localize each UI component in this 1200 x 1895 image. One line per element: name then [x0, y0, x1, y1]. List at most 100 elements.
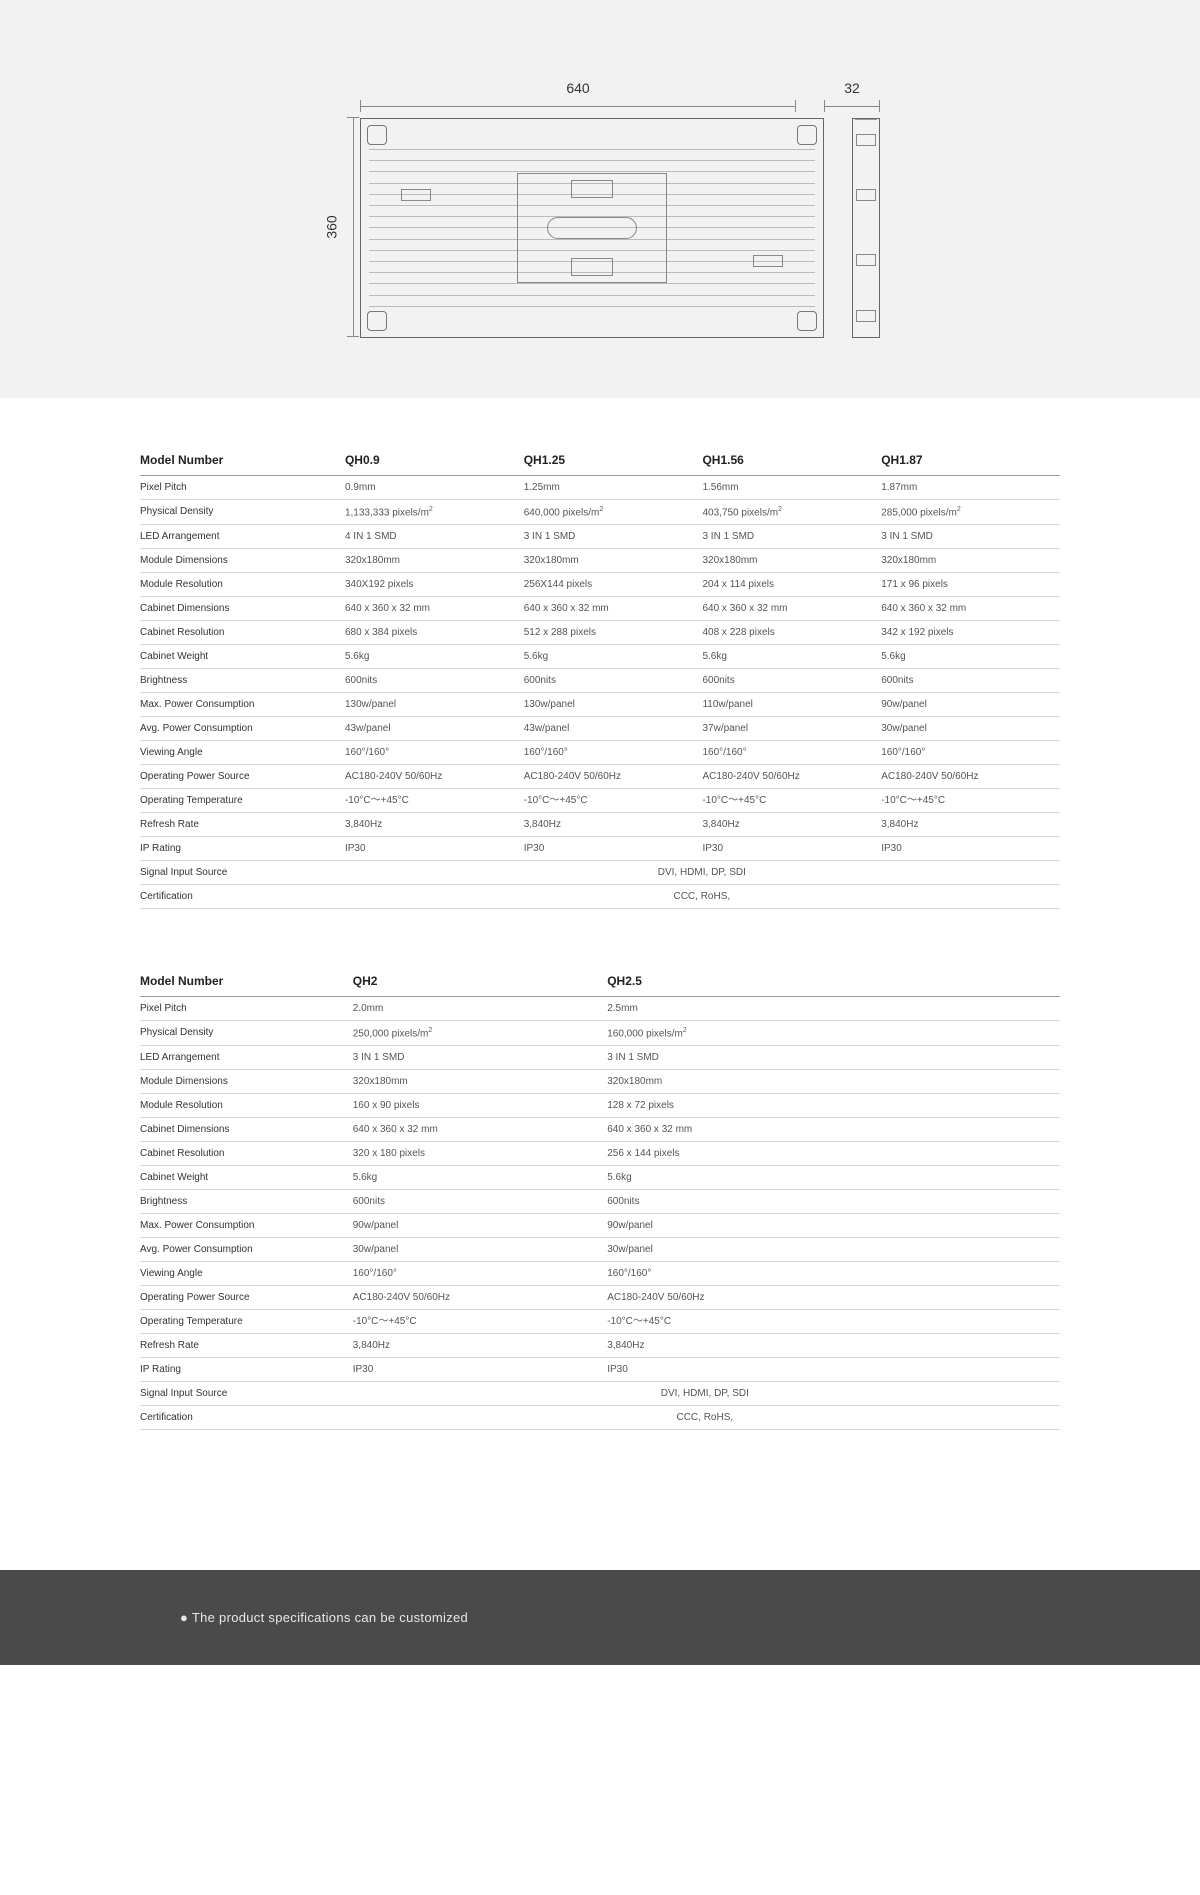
spec-value: AC180-240V 50/60Hz [607, 1286, 1060, 1310]
spec-value: 640 x 360 x 32 mm [345, 597, 524, 621]
spec-label: Pixel Pitch [140, 997, 353, 1021]
spec-label: Refresh Rate [140, 813, 345, 837]
spec-value: 2.0mm [353, 997, 607, 1021]
spec-value: 5.6kg [353, 1166, 607, 1190]
spec-table-primary: Model NumberQH0.9QH1.25QH1.56QH1.87Pixel… [140, 448, 1060, 909]
spec-value: 640 x 360 x 32 mm [524, 597, 703, 621]
spec-value: 0.9mm [345, 476, 524, 500]
spec-value: -10°C～+45°C [524, 789, 703, 813]
spec-value: 3,840Hz [881, 813, 1060, 837]
spec-label: LED Arrangement [140, 1046, 353, 1070]
spec-value: 600nits [353, 1190, 607, 1214]
spec-value: 3 IN 1 SMD [607, 1046, 1060, 1070]
spec-value: 5.6kg [607, 1166, 1060, 1190]
spec-value: 3 IN 1 SMD [881, 525, 1060, 549]
spec-value: 250,000 pixels/m2 [353, 1021, 607, 1046]
specifications-section: Model NumberQH0.9QH1.25QH1.56QH1.87Pixel… [0, 398, 1200, 1570]
footer-text: ● The product specifications can be cust… [180, 1610, 468, 1625]
spec-value: IP30 [881, 837, 1060, 861]
spec-value: 256X144 pixels [524, 573, 703, 597]
spec-label: Operating Power Source [140, 1286, 353, 1310]
technical-drawing-section: 640 32 360 [0, 0, 1200, 398]
spec-value: 320x180mm [345, 549, 524, 573]
spec-value-merged: DVI, HDMI, DP, SDI [354, 1382, 1060, 1406]
spec-value: 640 x 360 x 32 mm [702, 597, 881, 621]
side-slot-icon [856, 254, 876, 266]
footer-note: ● The product specifications can be cust… [0, 1570, 1200, 1665]
model-header: QH0.9 [345, 448, 524, 476]
spec-value: 130w/panel [345, 693, 524, 717]
spec-value: AC180-240V 50/60Hz [881, 765, 1060, 789]
spec-label: Cabinet Dimensions [140, 1118, 353, 1142]
side-slot-icon [856, 134, 876, 146]
spec-value: 342 x 192 pixels [881, 621, 1060, 645]
spec-value: 640 x 360 x 32 mm [353, 1118, 607, 1142]
connector-icon [401, 189, 431, 201]
header-model-number: Model Number [140, 969, 353, 997]
model-header: QH1.87 [881, 448, 1060, 476]
spec-value: 5.6kg [524, 645, 703, 669]
spec-value: IP30 [345, 837, 524, 861]
spec-value: 160 x 90 pixels [353, 1094, 607, 1118]
spec-value: 1.87mm [881, 476, 1060, 500]
side-slot-icon [856, 310, 876, 322]
spec-value: 43w/panel [524, 717, 703, 741]
spec-value: -10°C～+45°C [607, 1310, 1060, 1334]
spec-label: Max. Power Consumption [140, 1214, 353, 1238]
spec-label: Physical Density [140, 1021, 353, 1046]
spec-label: Avg. Power Consumption [140, 1238, 353, 1262]
spec-value: 600nits [607, 1190, 1060, 1214]
spec-value: 3,840Hz [353, 1334, 607, 1358]
spec-label: Brightness [140, 669, 345, 693]
spec-value: 600nits [524, 669, 703, 693]
mounting-corner-icon [797, 311, 817, 331]
spec-value: 171 x 96 pixels [881, 573, 1060, 597]
spec-label: Signal Input Source [140, 1382, 354, 1406]
spec-value: 90w/panel [607, 1214, 1060, 1238]
spec-value: 90w/panel [881, 693, 1060, 717]
dim-depth-label: 32 [824, 80, 880, 96]
spec-label: Avg. Power Consumption [140, 717, 345, 741]
spec-value-merged: CCC, RoHS, [354, 1406, 1060, 1430]
spec-value: 2.5mm [607, 997, 1060, 1021]
spec-label: Cabinet Weight [140, 645, 345, 669]
mounting-corner-icon [797, 125, 817, 145]
spec-value: 160°/160° [345, 741, 524, 765]
spec-value: IP30 [702, 837, 881, 861]
spec-value: AC180-240V 50/60Hz [345, 765, 524, 789]
spec-label: Module Dimensions [140, 549, 345, 573]
spec-value: 640 x 360 x 32 mm [881, 597, 1060, 621]
spec-value: 90w/panel [353, 1214, 607, 1238]
bottom-whitespace [0, 1665, 1200, 1895]
spec-label: IP Rating [140, 837, 345, 861]
spec-value: IP30 [607, 1358, 1060, 1382]
spec-value: 3,840Hz [345, 813, 524, 837]
dim-height-label: 360 [324, 215, 340, 238]
spec-label: Max. Power Consumption [140, 693, 345, 717]
spec-label: Operating Temperature [140, 1310, 353, 1334]
spec-label: LED Arrangement [140, 525, 345, 549]
spec-value: IP30 [524, 837, 703, 861]
spec-value: IP30 [353, 1358, 607, 1382]
mounting-corner-icon [367, 125, 387, 145]
spec-value: 340X192 pixels [345, 573, 524, 597]
handle-assembly-icon [517, 173, 667, 283]
spec-value: 600nits [345, 669, 524, 693]
drawing-container: 640 32 360 [320, 80, 880, 338]
spec-value: 160°/160° [702, 741, 881, 765]
spec-value: 680 x 384 pixels [345, 621, 524, 645]
dim-width-label: 640 [360, 80, 796, 96]
spec-value: -10°C～+45°C [881, 789, 1060, 813]
spec-label: Viewing Angle [140, 741, 345, 765]
spec-table-secondary: Model NumberQH2QH2.5Pixel Pitch2.0mm2.5m… [140, 969, 1060, 1430]
spec-label: Signal Input Source [140, 861, 348, 885]
model-header: QH2.5 [607, 969, 1060, 997]
spec-label: Certification [140, 1406, 354, 1430]
spec-value: 130w/panel [524, 693, 703, 717]
spec-value: 640,000 pixels/m2 [524, 500, 703, 525]
spec-value-merged: CCC, RoHS, [348, 885, 1060, 909]
spec-value: 3 IN 1 SMD [524, 525, 703, 549]
spec-label: Cabinet Resolution [140, 621, 345, 645]
header-model-number: Model Number [140, 448, 345, 476]
spec-value: AC180-240V 50/60Hz [353, 1286, 607, 1310]
